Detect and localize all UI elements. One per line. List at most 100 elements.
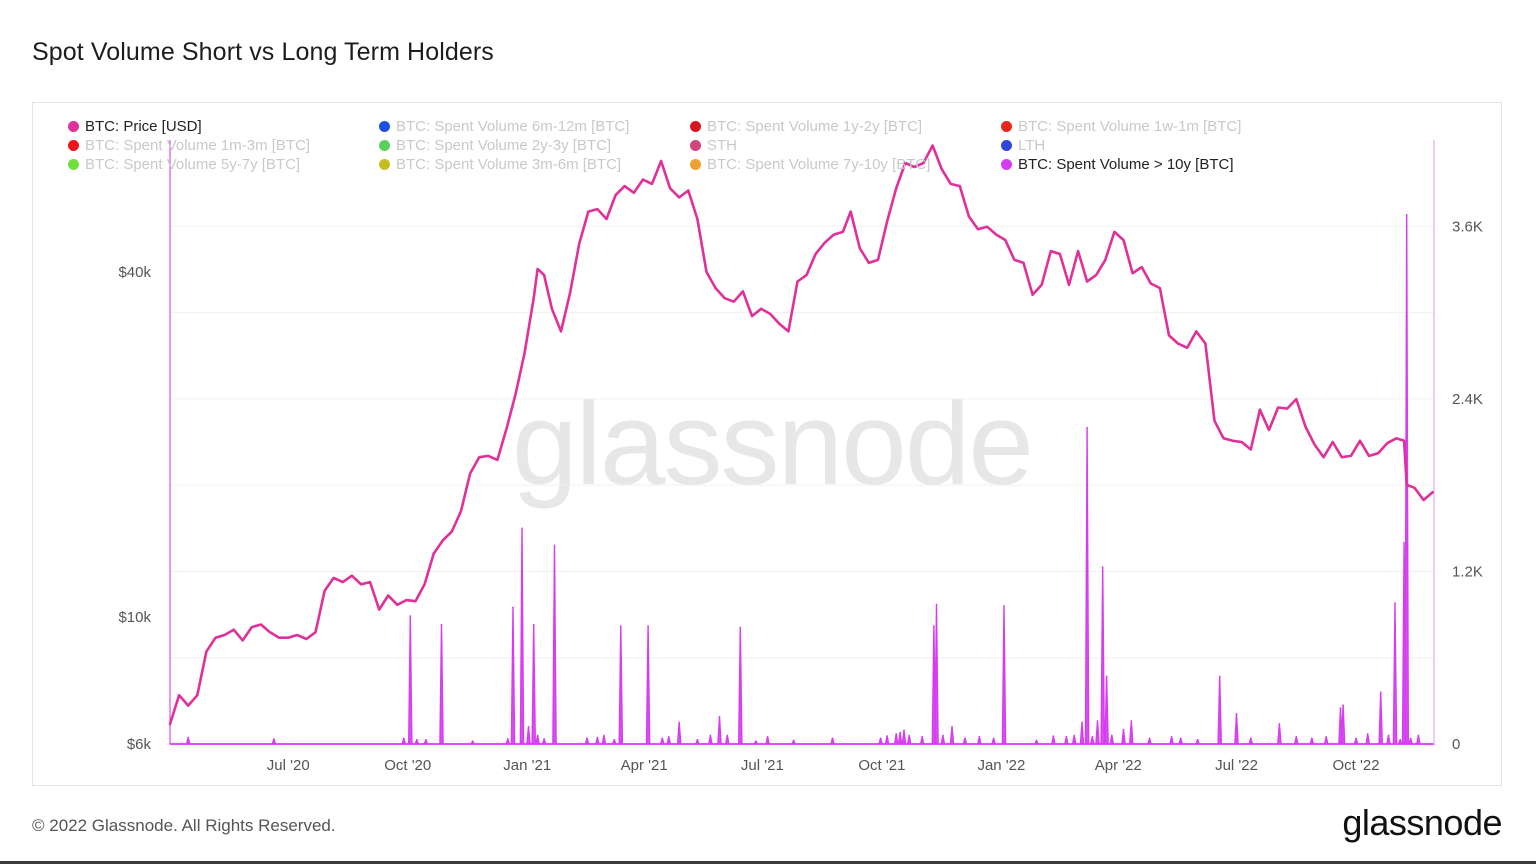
volume-spike-point (1052, 735, 1055, 737)
price-point (605, 218, 608, 220)
legend-color-dot (379, 159, 390, 170)
legend-item[interactable]: BTC: Spent Volume > 10y [BTC] (1001, 156, 1234, 173)
volume-spike-point (1111, 734, 1113, 737)
x-tick-label: Apr '21 (621, 757, 668, 774)
price-point (578, 242, 581, 245)
price-point (205, 650, 208, 653)
price-point (741, 290, 744, 293)
volume-spike-point (1235, 713, 1238, 715)
legend-color-dot (1001, 140, 1012, 151)
legend-item[interactable]: BTC: Spent Volume 1y-2y [BTC] (690, 118, 922, 135)
volume-spike-point (586, 737, 588, 740)
legend-item[interactable]: STH (690, 137, 737, 154)
price-point (596, 208, 599, 211)
chart-frame (32, 102, 1502, 786)
volume-spike-point (1278, 723, 1281, 725)
price-point (1195, 330, 1198, 333)
y-right-tick-label: 1.2K (1452, 563, 1483, 580)
x-tick-label: Apr '22 (1095, 757, 1142, 774)
price-point (587, 210, 590, 213)
legend-item[interactable]: BTC: Spent Volume 1m-3m [BTC] (68, 137, 310, 154)
price-point (1386, 442, 1389, 445)
volume-spike-point (1379, 691, 1382, 694)
legend-item[interactable]: BTC: Spent Volume 7y-10y [BTC] (690, 156, 930, 173)
legend-label: BTC: Spent Volume 3m-6m [BTC] (396, 156, 622, 173)
price-point (323, 590, 326, 592)
volume-spike-point (895, 733, 897, 735)
volume-spike-point (1101, 566, 1104, 568)
price-point (1331, 441, 1334, 443)
volume-spike-point (935, 603, 938, 606)
price-point (1086, 280, 1089, 283)
price-point (886, 220, 888, 223)
price-series-line (168, 144, 1434, 726)
volume-spike-point (1403, 541, 1405, 544)
price-point (1113, 230, 1116, 233)
price-point (623, 185, 626, 187)
price-point (441, 539, 444, 542)
x-tick-label: Jul '22 (1215, 757, 1258, 774)
price-point (241, 639, 244, 642)
price-point (232, 628, 235, 631)
volume-spike-point (992, 737, 995, 740)
volume-spike-point (739, 626, 742, 629)
price-point (1186, 346, 1189, 349)
price-point (523, 351, 526, 354)
volume-spike-point (1409, 737, 1412, 740)
volume-spike-point (506, 738, 509, 740)
volume-spike-point (755, 740, 757, 742)
volume-spike-point (521, 527, 523, 530)
volume-spike-point (908, 734, 910, 737)
price-point (432, 552, 435, 555)
volume-spike-point (1196, 738, 1199, 741)
price-point (1231, 439, 1234, 442)
price-point (536, 268, 539, 270)
price-point (214, 636, 217, 639)
price-point (1004, 239, 1007, 241)
volume-spike-point (1035, 739, 1038, 742)
legend-label: LTH (1018, 137, 1046, 154)
legend-item[interactable]: LTH (1001, 137, 1045, 154)
price-point (360, 583, 362, 586)
price-point (842, 230, 844, 233)
legend-item[interactable]: BTC: Spent Volume 1w-1m [BTC] (1001, 118, 1241, 135)
legend-label: BTC: Spent Volume 5y-7y [BTC] (85, 156, 301, 173)
legend-item[interactable]: BTC: Spent Volume 5y-7y [BTC] (68, 156, 300, 173)
price-point (1077, 250, 1079, 253)
price-point (314, 631, 317, 634)
volume-spike-point (1295, 736, 1298, 738)
x-tick-label: Jul '21 (741, 757, 784, 774)
legend-item[interactable]: BTC: Price [USD] (68, 118, 202, 135)
price-point (641, 178, 644, 181)
volume-spike-point (532, 623, 535, 626)
price-point (369, 581, 371, 584)
price-point (940, 168, 943, 170)
volume-spike-point (553, 544, 556, 547)
price-point (732, 300, 735, 303)
price-point (769, 313, 772, 315)
price-point (296, 634, 299, 636)
price-point (995, 233, 998, 236)
price-point (187, 704, 190, 707)
legend-label: STH (707, 137, 737, 154)
volume-spike-point (886, 735, 888, 737)
volume-spike-point (1355, 737, 1357, 740)
price-point (1349, 455, 1352, 457)
legend-item[interactable]: BTC: Spent Volume 2y-3y [BTC] (379, 137, 611, 154)
volume-spike-point (1148, 737, 1151, 740)
volume-spike-point (613, 738, 616, 741)
legend-item[interactable]: BTC: Spent Volume 3m-6m [BTC] (379, 156, 621, 173)
legend-label: BTC: Spent Volume 1y-2y [BTC] (707, 118, 923, 135)
volume-spike-point (942, 734, 944, 737)
x-tick-label: Jul '20 (267, 757, 310, 774)
price-point (1204, 342, 1207, 345)
volume-spike-point (409, 615, 412, 617)
legend-item[interactable]: BTC: Spent Volume 6m-12m [BTC] (379, 118, 629, 135)
price-point (505, 427, 508, 430)
volume-spike-point (527, 725, 530, 728)
volume-spike-point (1179, 737, 1182, 740)
volume-spike-point (647, 625, 649, 627)
price-point (196, 694, 199, 697)
price-point (1277, 406, 1280, 409)
